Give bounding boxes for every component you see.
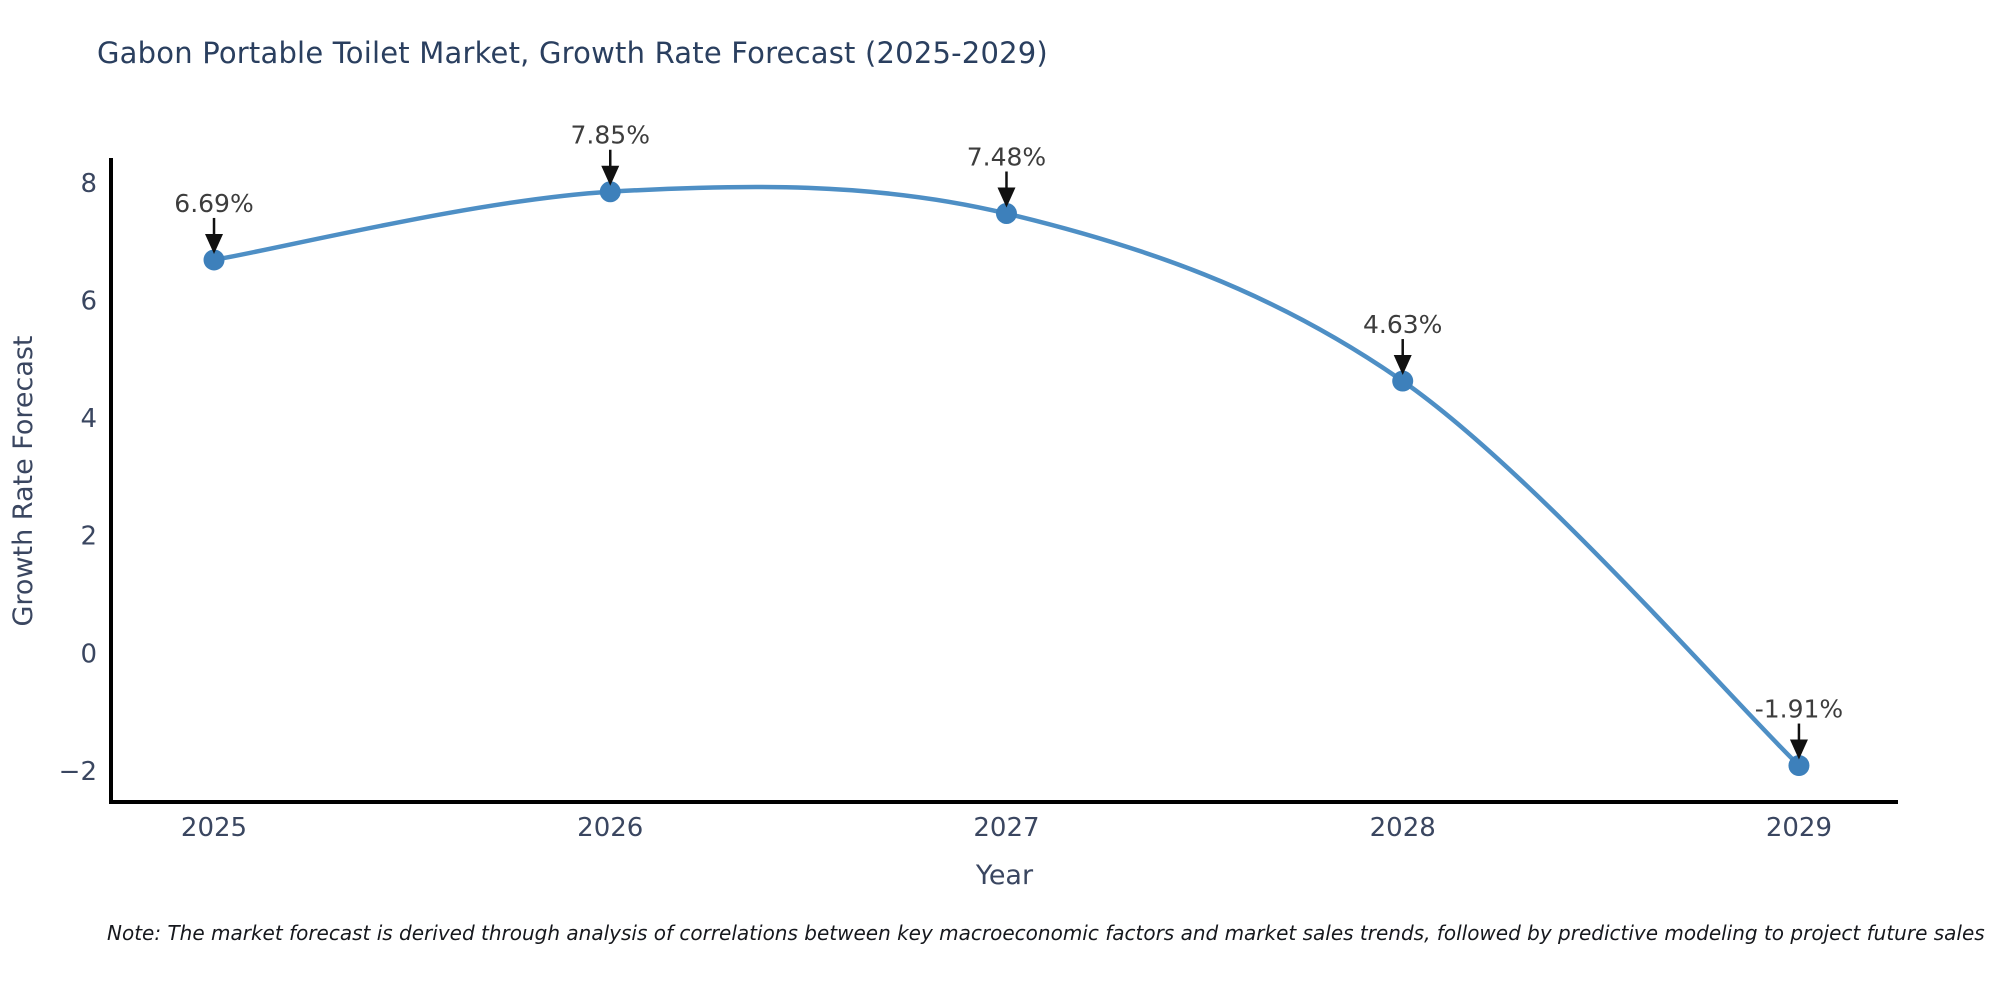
annotation-arrow-head-icon [601, 165, 620, 186]
y-tick-label: 2 [80, 522, 97, 552]
chart-title: Gabon Portable Toilet Market, Growth Rat… [97, 36, 1048, 70]
annotation-arrow-head-icon [1393, 355, 1412, 376]
footnote: Note: The market forecast is derived thr… [107, 921, 1985, 945]
annotation-arrow-head-icon [1789, 739, 1808, 760]
data-point-marker [1392, 370, 1414, 392]
y-tick-label: 6 [80, 287, 97, 317]
point-value-label: -1.91% [1755, 695, 1843, 724]
data-point-marker [1788, 755, 1810, 777]
annotation-arrow-head-icon [997, 187, 1016, 208]
point-value-label: 7.85% [571, 121, 650, 150]
x-tick-label: 2028 [1370, 813, 1436, 843]
y-tick-label: 8 [80, 169, 97, 199]
data-point-marker [995, 203, 1017, 224]
y-tick-label: 0 [80, 639, 97, 669]
x-tick-label: 2027 [973, 813, 1039, 843]
y-tick-label: 4 [80, 404, 97, 434]
data-point-marker [599, 181, 621, 203]
point-value-label: 4.63% [1363, 310, 1442, 339]
point-value-label: 6.69% [174, 189, 253, 218]
point-value-label: 7.48% [967, 143, 1046, 172]
x-tick-label: 2025 [181, 813, 247, 843]
data-point-marker [203, 249, 225, 271]
y-axis-title: Growth Rate Forecast [8, 335, 39, 626]
line-series [211, 184, 1802, 768]
annotation-arrow-head-icon [205, 233, 224, 254]
x-tick-label: 2026 [577, 813, 643, 843]
x-tick-label: 2029 [1766, 813, 1832, 843]
x-axis-title: Year [975, 860, 1034, 891]
y-tick-label: −2 [59, 757, 97, 787]
